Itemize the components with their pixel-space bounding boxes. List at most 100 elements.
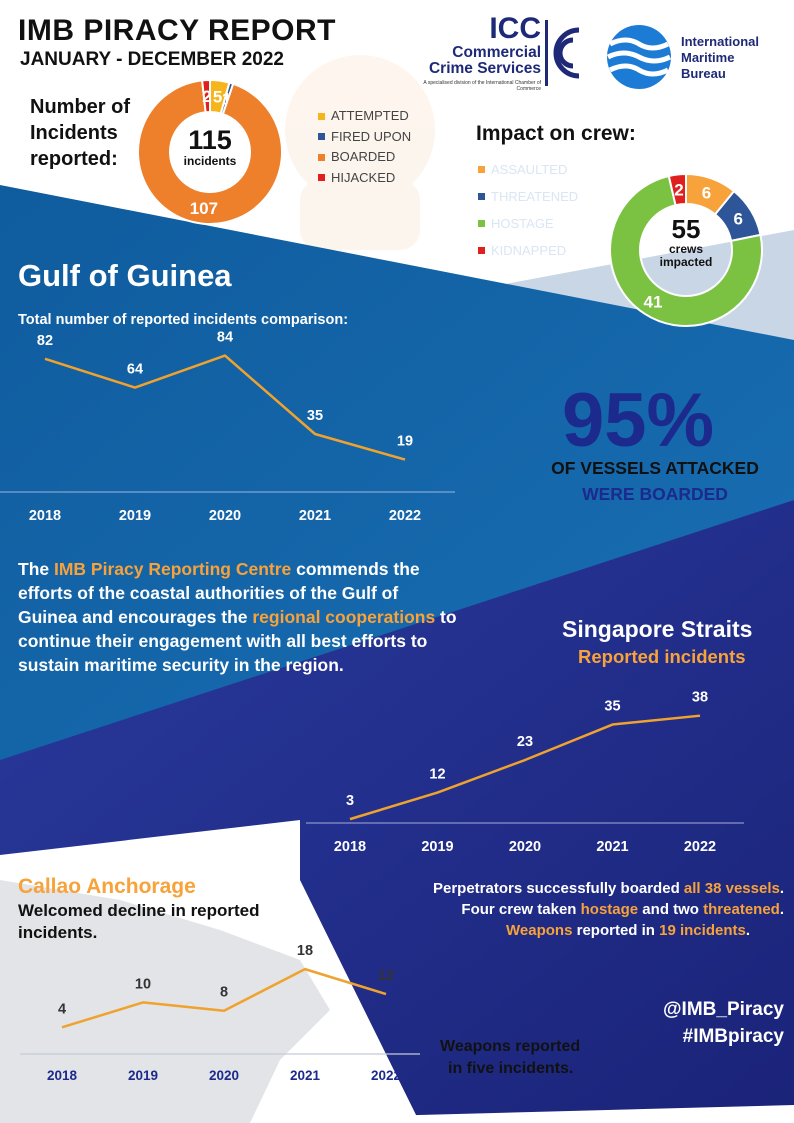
singapore-note-1b: all 38 vessels xyxy=(683,880,780,897)
legend-label-attempted: ATTEMPTED xyxy=(331,108,409,123)
gulf-value-label: 35 xyxy=(307,408,323,424)
gulf-value-label: 64 xyxy=(127,362,143,378)
singapore-tick-label: 2019 xyxy=(421,839,453,855)
singapore-tick-label: 2020 xyxy=(509,839,541,855)
gulf-para-highlight-2: regional cooperations xyxy=(252,607,436,627)
crew-total: 55 xyxy=(671,214,701,244)
callao-desc: Welcomed decline in reported incidents. xyxy=(18,900,260,944)
callao-desc-line2: incidents. xyxy=(18,923,98,942)
singapore-value-label: 12 xyxy=(429,767,445,783)
gulf-line-chart: 82 2018 64 2019 84 2020 35 2021 19 2022 xyxy=(0,330,455,524)
callao-weapons-line1: Weapons reported xyxy=(440,1038,581,1055)
callao-tick-label: 2020 xyxy=(209,1068,239,1083)
singapore-note-1c: . xyxy=(779,880,784,897)
singapore-note-3: Weapons reported in 19 incidents. xyxy=(330,920,784,941)
singapore-note-2a: Four crew taken xyxy=(461,901,581,918)
singapore-note-2: Four crew taken hostage and two threaten… xyxy=(330,899,784,920)
boarded-percent: 95% xyxy=(562,378,715,463)
legend-swatch-hostage xyxy=(478,220,485,227)
page-subtitle: JANUARY - DECEMBER 2022 xyxy=(20,49,284,70)
icc-logo-tagline: A specialised division of the Internatio… xyxy=(423,80,541,92)
legend-label-assaulted: ASSAULTED xyxy=(491,162,568,177)
social-block: @IMB_Piracy #IMBpiracy xyxy=(600,996,784,1050)
crew-label-kidnapped: 2 xyxy=(674,181,683,200)
singapore-note-2c: and two xyxy=(638,901,704,918)
singapore-series-line xyxy=(349,714,701,821)
incidents-donut-chart: 5 1 107 2 xyxy=(137,78,283,225)
singapore-value-label: 23 xyxy=(517,734,533,750)
legend-item-attempted: ATTEMPTED xyxy=(318,106,411,127)
legend-label-fired-upon: FIRED UPON xyxy=(331,128,412,144)
crew-slice-kidnapped xyxy=(667,172,687,207)
callao-tick-label: 2019 xyxy=(128,1068,158,1083)
legend-item-kidnapped: KIDNAPPED xyxy=(478,237,578,264)
callao-title: Callao Anchorage xyxy=(18,875,196,898)
callao-value-label: 18 xyxy=(297,943,313,959)
incidents-slice-hijacked xyxy=(201,78,211,114)
callao-weapons-line2: in five incidents. xyxy=(448,1060,574,1077)
imb-logo: International Maritime Bureau xyxy=(606,22,786,90)
singapore-title: Singapore Straits xyxy=(562,616,753,642)
imb-logo-line1: International xyxy=(681,34,760,49)
gulf-caption: Total number of reported incidents compa… xyxy=(18,312,349,328)
legend-item-boarded: BOARDED xyxy=(318,147,411,168)
singapore-notes: Perpetrators successfully boarded all 38… xyxy=(330,878,784,941)
legend-label-hijacked: HIJACKED xyxy=(331,169,396,185)
legend-label-boarded: BOARDED xyxy=(331,149,396,164)
gulf-tick-label: 2021 xyxy=(299,508,331,524)
gulf-para-highlight-1: IMB Piracy Reporting Centre xyxy=(53,559,292,579)
crew-donut-center: 55 crews impacted xyxy=(646,216,726,269)
boarded-line2: WERE BOARDED xyxy=(582,484,728,504)
crew-label-threatened: 6 xyxy=(734,210,743,229)
legend-item-hostage: HOSTAGE xyxy=(478,210,578,237)
legend-label-kidnapped: KIDNAPPED xyxy=(491,243,567,258)
gulf-para-text-2: commends the efforts of the coastal auth… xyxy=(18,559,420,627)
incidents-slice-boarded xyxy=(137,79,283,225)
callao-desc-line1: Welcomed decline in reported xyxy=(18,901,260,920)
imb-logo-line2: Maritime xyxy=(681,50,735,65)
singapore-subtitle: Reported incidents xyxy=(578,646,746,667)
icc-logo: ICC Commercial Crime Services A speciali… xyxy=(422,14,587,100)
legend-swatch-threatened xyxy=(478,193,485,200)
legend-swatch-boarded xyxy=(318,153,325,161)
crew-label-hostage: 41 xyxy=(644,292,663,311)
callao-line-chart: 4 2018 10 2019 8 2020 18 2021 12 2022 xyxy=(20,943,420,1083)
crew-slice-hostage xyxy=(609,174,763,327)
crew-unit-line2: impacted xyxy=(659,255,713,269)
singapore-note-3a: Weapons xyxy=(506,922,573,939)
callao-value-label: 10 xyxy=(135,976,151,992)
callao-tick-label: 2022 xyxy=(371,1068,401,1083)
crew-impact-title: Impact on crew: xyxy=(476,122,636,145)
incidents-label-boarded: 107 xyxy=(190,199,218,218)
incidents-label-hijacked: 2 xyxy=(202,87,211,106)
legend-label-threatened: THREATENED xyxy=(491,189,579,204)
incidents-label-fired-upon: 1 xyxy=(222,90,231,109)
page-title: IMB PIRACY REPORT xyxy=(18,14,336,47)
gulf-tick-label: 2020 xyxy=(209,508,241,524)
callao-weapons-note: Weapons reported in five incidents. xyxy=(440,1036,580,1080)
legend-label-hostage: HOSTAGE xyxy=(491,216,554,231)
legend-swatch-assaulted xyxy=(478,166,485,173)
singapore-note-1: Perpetrators successfully boarded all 38… xyxy=(330,878,784,899)
legend-swatch-fired-upon xyxy=(318,133,325,141)
imb-logo-line3: Bureau xyxy=(681,66,726,81)
map-silhouette xyxy=(0,880,330,1123)
callao-value-label: 8 xyxy=(220,985,228,1001)
incidents-total-unit: incidents xyxy=(183,154,237,168)
icc-logo-line2: Commercial xyxy=(452,44,541,61)
social-hashtag: #IMBpiracy xyxy=(682,1026,784,1047)
gulf-value-label: 84 xyxy=(217,330,233,346)
singapore-note-2d: threatened xyxy=(703,901,780,918)
singapore-note-3d: . xyxy=(745,922,750,939)
legend-item-threatened: THREATENED xyxy=(478,183,578,210)
gulf-tick-label: 2022 xyxy=(389,508,421,524)
gulf-value-label: 82 xyxy=(37,333,53,349)
incidents-label-attempted: 5 xyxy=(213,88,222,107)
singapore-tick-label: 2022 xyxy=(684,839,716,855)
skull-watermark-icon xyxy=(285,55,435,250)
singapore-tick-label: 2021 xyxy=(596,839,628,855)
callao-tick-label: 2021 xyxy=(290,1068,321,1083)
callao-series-line xyxy=(61,967,387,1029)
callao-value-label: 12 xyxy=(378,968,394,984)
